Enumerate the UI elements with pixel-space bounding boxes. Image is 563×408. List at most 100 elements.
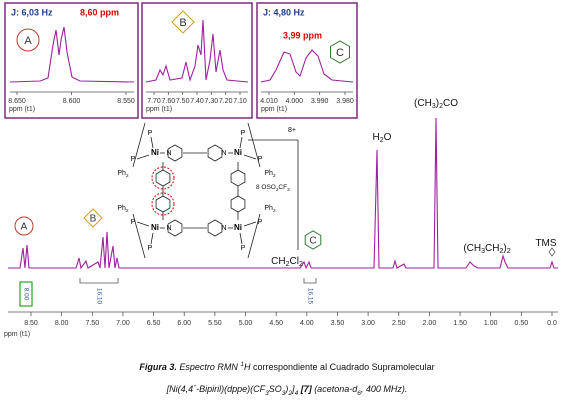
caption-part: 4	[295, 390, 299, 397]
text-part: 2	[380, 137, 384, 144]
integral-label: 16.15	[306, 288, 313, 305]
counterion: 8 OSO2CF3	[256, 184, 290, 192]
metal: Ni	[234, 148, 242, 157]
caption-part: [Ni(4,4´-Bipiril)(dppe)(CF	[166, 384, 266, 394]
caption-part: 2	[287, 390, 292, 397]
peak-label: (CH3CH2)2	[463, 243, 510, 256]
caption-part: Figura 3.	[139, 362, 177, 372]
text-part: 2	[286, 261, 290, 268]
text-part: H	[373, 132, 380, 143]
substituent: Ph2	[264, 205, 276, 214]
axis-tick-label: 7.50	[85, 320, 99, 327]
chemical-shift: 8,60 ppm	[80, 7, 119, 17]
inset-marker: A	[24, 35, 32, 47]
metal: Ni	[151, 223, 159, 232]
text-part: 2	[499, 248, 503, 255]
inset-marker: C	[336, 47, 344, 59]
integral-box	[19, 281, 33, 307]
inset-tick-label: 8.550	[117, 98, 135, 105]
axis-tick-label: 2.00	[423, 320, 437, 327]
caption-part: H	[244, 362, 251, 372]
ring	[207, 219, 223, 237]
text-part: 2	[299, 261, 303, 268]
text-part: TMS	[535, 238, 556, 249]
text-part: Ph	[264, 170, 273, 177]
caption-part: Espectro RMN	[177, 362, 241, 372]
inset-tick-label: 4.010	[260, 98, 278, 105]
caption-part: 6	[357, 390, 361, 397]
inset-trace	[9, 26, 135, 83]
caption: Figura 3. Espectro RMN 1H correspondient…	[139, 361, 434, 372]
highlight	[151, 192, 175, 216]
axis-tick-label: 8.50	[24, 320, 38, 327]
inset-trace	[145, 19, 249, 83]
text-part: O	[384, 132, 392, 143]
axis-tick-label: 5.50	[208, 320, 222, 327]
text-part: 8 OSO	[256, 184, 276, 191]
text-part: 3	[287, 187, 290, 192]
bond	[243, 154, 257, 160]
axis-tick-label: 0.0	[547, 320, 557, 327]
marker-circle	[16, 28, 40, 52]
text-part: 2	[276, 187, 279, 192]
peak-marker: B	[90, 214, 97, 225]
marker-hexagon	[304, 230, 322, 250]
integral-bracket	[303, 278, 317, 284]
bond	[247, 213, 261, 259]
peak-marker: A	[21, 222, 28, 233]
bond	[247, 122, 261, 168]
axis-tick-label: 5.00	[239, 320, 253, 327]
donor: P	[241, 245, 246, 252]
inset-tick-label: 7.30	[205, 98, 219, 105]
text-part: 2	[126, 208, 129, 214]
text-part: Ph	[117, 170, 126, 177]
caption-part: 3	[265, 390, 269, 397]
integral-label: 8.00	[22, 288, 29, 301]
donor: N	[221, 150, 226, 157]
marker-diamond	[83, 208, 103, 228]
text-part: (CH	[463, 243, 481, 254]
inset-frame	[256, 2, 358, 119]
marker-circle	[14, 216, 34, 236]
bond	[132, 213, 146, 259]
ring	[155, 195, 171, 213]
marker-diamond	[171, 10, 195, 34]
highlight	[151, 166, 175, 190]
axis-tick-label: 0.50	[515, 320, 529, 327]
integral-bracket	[79, 278, 119, 284]
text-part: CH	[271, 256, 285, 267]
ring	[207, 144, 223, 162]
caption-part: [7]	[298, 384, 313, 394]
text-part: Ph	[117, 205, 126, 212]
axis-tick-label: 4.50	[269, 320, 283, 327]
text-part: 2	[273, 208, 276, 214]
axis-tick-label: 3.50	[331, 320, 345, 327]
caption-part: ]	[291, 384, 295, 394]
ring	[230, 169, 246, 187]
tms-diamond	[548, 247, 556, 257]
text-part: Cl	[290, 256, 299, 267]
bond	[132, 122, 146, 168]
text-part: 2	[126, 173, 129, 179]
donor: N	[166, 150, 171, 157]
bond	[136, 221, 150, 227]
inset-frame	[141, 2, 253, 119]
donor: P	[131, 156, 136, 163]
caption-part: SO	[269, 384, 282, 394]
ring	[230, 195, 246, 213]
ring	[167, 219, 183, 237]
bond	[243, 221, 257, 227]
integral-label: 16.10	[95, 288, 102, 305]
inset-tick-label: 4.000	[286, 98, 304, 105]
inset-tick-label: 3.990	[311, 98, 329, 105]
text-part: 2	[439, 103, 443, 110]
bond	[150, 136, 154, 149]
coupling-constant: J: 4,80 Hz	[263, 7, 305, 17]
text-part: 2	[507, 248, 511, 255]
inset-marker: B	[179, 17, 186, 29]
caption-part: 3	[282, 390, 286, 397]
inset-axis-label: ppm (t1)	[146, 106, 172, 113]
substituent: Ph2	[264, 170, 276, 179]
